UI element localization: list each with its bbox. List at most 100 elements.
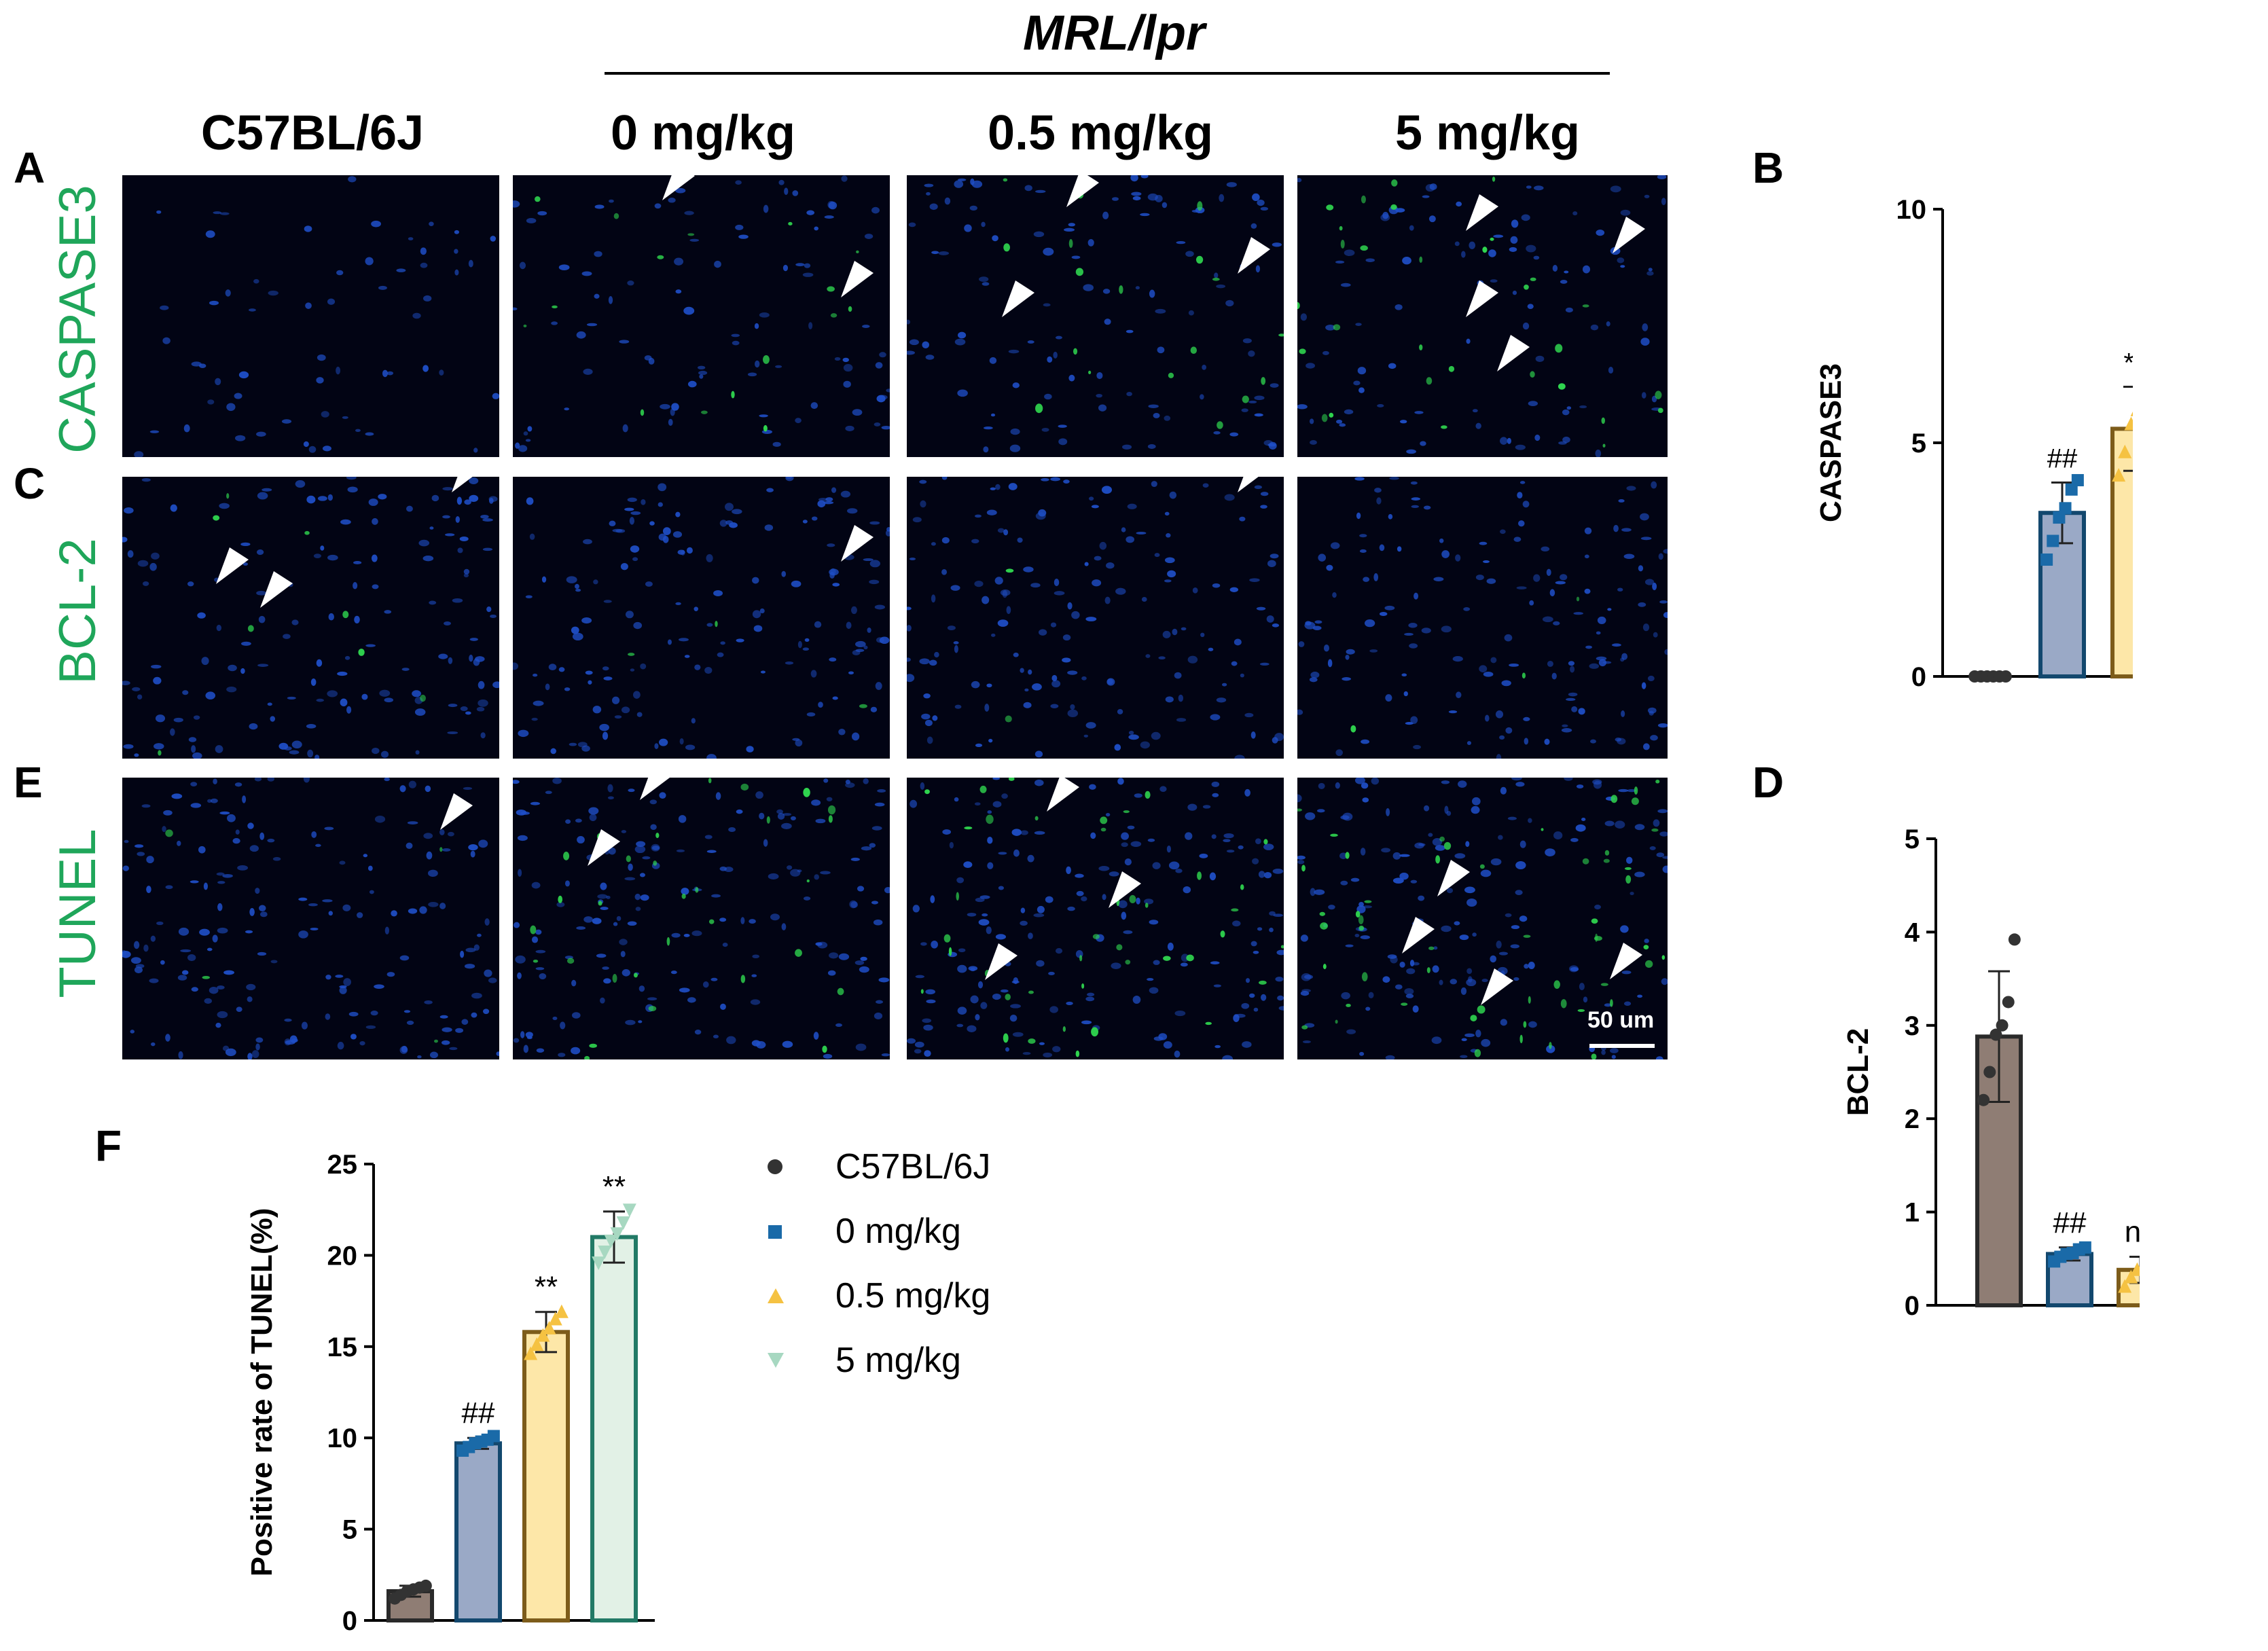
data-point (2124, 1269, 2138, 1284)
scale-bar (1589, 1044, 1655, 1048)
significance-label: ** (602, 1170, 626, 1203)
data-point (2053, 511, 2066, 524)
column-header-5mg: 5 mg/kg (1394, 106, 1581, 160)
panel-letter-d: D (1752, 758, 1784, 807)
micrograph-caspase3-col1 (122, 175, 499, 457)
bar (590, 1235, 638, 1622)
row-label-tunel: TUNEL (49, 829, 107, 998)
strain-bracket-line (605, 72, 1610, 75)
data-point (487, 1430, 500, 1443)
legend-marker-05mg (768, 1288, 784, 1303)
data-point (2065, 483, 2078, 496)
micrograph-caspase3-col4 (1297, 175, 1668, 457)
legend-label-5mg: 5 mg/kg (835, 1341, 961, 1380)
bar (2110, 427, 2133, 678)
data-point (598, 1246, 612, 1260)
data-point (2118, 1279, 2132, 1293)
micrograph-tunel-col1 (122, 778, 499, 1059)
y-tick-label: 1 (1905, 1198, 1920, 1228)
y-tick-label: 4 (1905, 918, 1920, 947)
scale-bar-label: 50 um (1587, 1007, 1655, 1033)
data-point (2071, 474, 2084, 487)
y-tick-label: 10 (1896, 195, 1927, 225)
data-point (419, 1579, 432, 1592)
data-point (2124, 416, 2133, 431)
panel-letter-b: B (1752, 143, 1784, 192)
strain-label: MRL/lpr (1023, 6, 1205, 60)
column-header-0mg: 0 mg/kg (610, 106, 796, 160)
data-point (536, 1328, 550, 1342)
row-label-caspase3: CASPASE3 (49, 185, 107, 454)
y-tick-label: 2 (1905, 1104, 1920, 1134)
legend-marker-5mg (768, 1353, 784, 1368)
micrograph-bcl2-col2 (513, 477, 890, 759)
y-tick-label: 10 (327, 1423, 358, 1453)
micrograph-caspase3-col3 (907, 175, 1284, 457)
micrograph-caspase3-col2 (513, 175, 890, 457)
y-tick-label: 25 (327, 1150, 358, 1180)
legend-label-05mg: 0.5 mg/kg (835, 1276, 991, 1316)
micrograph-bcl2-col4 (1297, 477, 1668, 759)
y-tick-label: 5 (1911, 429, 1926, 458)
data-point (2059, 502, 2072, 515)
legend: C57BL/6J 0 mg/kg 0.5 mg/kg 5 mg/kg (761, 1141, 1100, 1385)
legend-marker-0mg (768, 1225, 782, 1239)
y-axis-label: Positive rate of TUNEL(%) (245, 1208, 278, 1577)
bar (454, 1441, 502, 1622)
legend-marker-c57 (768, 1159, 782, 1174)
y-tick-label: 3 (1905, 1011, 1920, 1041)
data-point (2130, 411, 2133, 416)
significance-label: ns (2125, 1216, 2140, 1249)
data-point (610, 1227, 624, 1241)
data-point (1996, 1019, 2009, 1032)
data-point (2047, 534, 2059, 547)
data-point (548, 1311, 562, 1326)
column-header-05mg: 0.5 mg/kg (987, 106, 1214, 160)
y-tick-label: 0 (1911, 662, 1926, 692)
data-point (1999, 670, 2012, 683)
panel-letter-c: C (14, 459, 46, 508)
micrograph-tunel-col2 (513, 778, 890, 1059)
y-axis-label: CASPASE3 (1814, 363, 1848, 522)
data-point (2130, 1262, 2140, 1276)
panel-letter-f: F (95, 1121, 122, 1170)
data-point (2002, 996, 2015, 1009)
data-point (524, 1346, 538, 1360)
y-tick-label: 5 (1905, 824, 1920, 854)
data-point (554, 1304, 569, 1318)
data-point (1977, 1093, 1990, 1106)
data-point (2112, 468, 2126, 482)
micrograph-bcl2-col3 (907, 477, 1284, 759)
significance-label: ** (2123, 348, 2133, 378)
data-point (530, 1337, 544, 1351)
y-axis-label: BCL-2 (1841, 1028, 1875, 1117)
bar (522, 1330, 570, 1622)
data-point (2078, 1241, 2091, 1254)
data-point (2040, 554, 2053, 566)
data-point (622, 1203, 636, 1218)
row-label-bcl2: BCL-2 (49, 538, 107, 685)
data-point (542, 1320, 556, 1335)
significance-label: ## (2053, 1206, 2087, 1239)
y-tick-label: 5 (342, 1515, 357, 1545)
micrograph-tunel-col3 (907, 778, 1284, 1059)
significance-label: ## (2047, 443, 2078, 473)
y-tick-label: 20 (327, 1241, 358, 1271)
legend-label-0mg: 0 mg/kg (835, 1212, 961, 1251)
data-point (592, 1256, 606, 1271)
data-point (604, 1234, 618, 1248)
panel-letter-a: A (14, 143, 46, 192)
data-point (616, 1216, 630, 1231)
micrograph-tunel-col4 (1297, 778, 1668, 1059)
data-point (2008, 933, 2021, 946)
data-point (1983, 1066, 1996, 1078)
legend-label-c57: C57BL/6J (835, 1147, 991, 1186)
micrograph-bcl2-col1 (122, 477, 499, 759)
panel-letter-e: E (14, 758, 43, 807)
data-point (1990, 1028, 2002, 1041)
y-tick-label: 0 (1905, 1291, 1920, 1321)
significance-label: ## (462, 1396, 495, 1430)
y-tick-label: 0 (342, 1606, 357, 1636)
